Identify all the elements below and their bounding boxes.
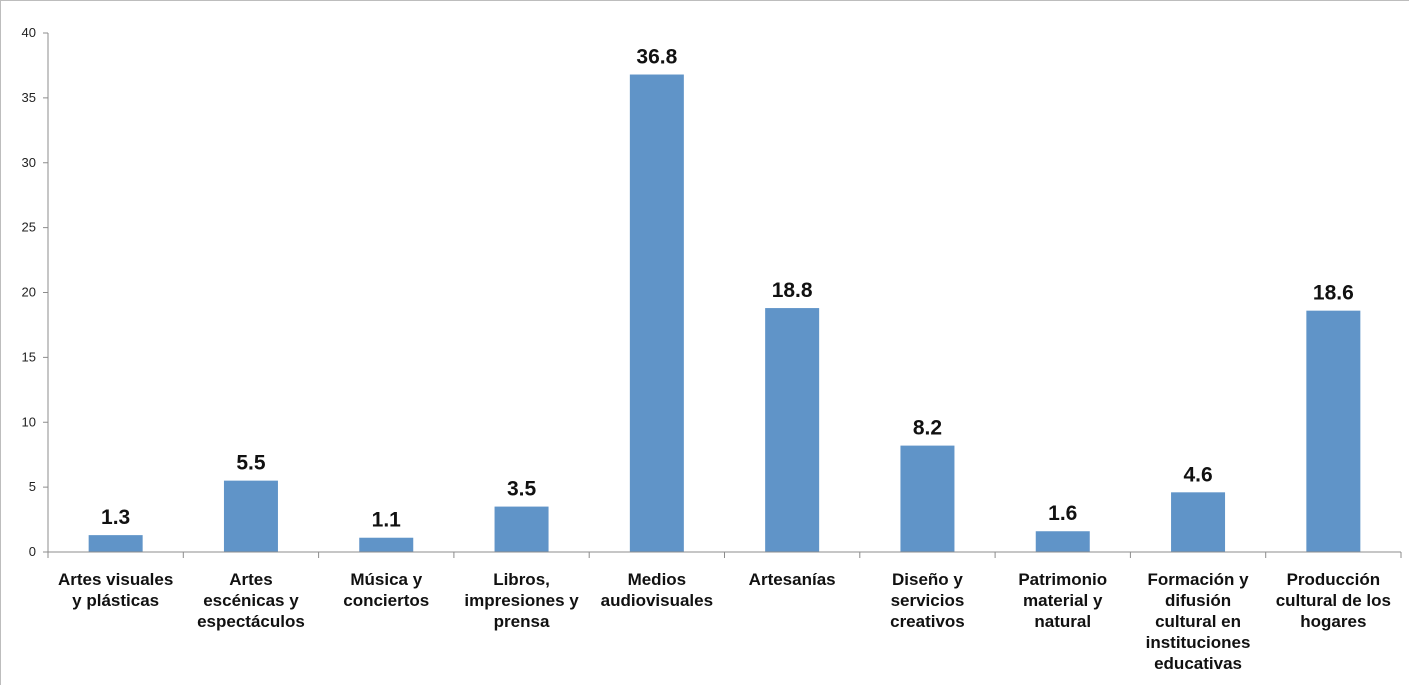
y-tick-label: 40 — [22, 25, 36, 40]
x-tick-label-line: Artes visuales — [58, 570, 173, 589]
x-tick-label-line: instituciones — [1146, 633, 1251, 652]
y-tick-label: 35 — [22, 90, 36, 105]
data-label: 1.3 — [101, 506, 130, 529]
bar — [765, 308, 820, 552]
x-tick-label-line: difusión — [1165, 591, 1231, 610]
x-tick-label-line: prensa — [494, 612, 550, 631]
bar — [1171, 492, 1226, 552]
x-tick-label: Artesanías — [749, 570, 836, 589]
y-tick-label: 0 — [29, 544, 36, 559]
y-tick-label: 5 — [29, 479, 36, 494]
x-tick-label-line: conciertos — [343, 591, 429, 610]
x-tick-label-line: educativas — [1154, 654, 1242, 673]
data-label: 3.5 — [507, 478, 537, 501]
x-tick-label: Medios audiovisuales — [601, 570, 713, 610]
bar — [629, 74, 684, 553]
x-tick-label-line: impresiones y — [464, 591, 579, 610]
x-tick-label-line: escénicas y — [203, 591, 299, 610]
bar — [1035, 531, 1090, 552]
x-tick-label-line: Libros, — [493, 570, 550, 589]
x-tick-label-line: Producción — [1287, 570, 1381, 589]
x-tick-label-line: y plásticas — [72, 591, 159, 610]
x-tick-label-line: audiovisuales — [601, 591, 713, 610]
x-tick-label: Artes visuales y plásticas — [58, 570, 173, 610]
x-tick-label-line: Medios — [628, 570, 687, 589]
y-tick-label: 15 — [22, 349, 36, 364]
x-tick-label: Música y conciertos — [343, 570, 429, 610]
x-tick-label: Libros, impresiones y prensa — [464, 570, 579, 631]
x-tick-label: Producción cultural de los hogares — [1276, 570, 1391, 631]
x-tick-label-line: Formación y — [1148, 570, 1250, 589]
x-tick-label-line: Artesanías — [749, 570, 836, 589]
y-tick-label: 30 — [22, 155, 36, 170]
x-tick-label-line: Diseño y — [892, 570, 963, 589]
data-label: 36.8 — [636, 46, 677, 69]
bar — [494, 506, 549, 552]
x-tick-label-line: material y — [1023, 591, 1103, 610]
y-tick-label: 20 — [22, 285, 36, 300]
x-tick-label-line: Patrimonio — [1018, 570, 1107, 589]
x-tick-label-line: espectáculos — [197, 612, 305, 631]
x-tick-label: Formación y difusión cultural en institucio… — [1146, 570, 1251, 673]
x-tick-label-line: Artes — [229, 570, 272, 589]
x-tick-label-line: hogares — [1300, 612, 1366, 631]
y-tick-label: 25 — [22, 220, 36, 235]
x-tick-label: Diseño y servicios creativos — [890, 570, 965, 631]
bar — [223, 480, 278, 552]
x-tick-label-line: cultural de los — [1276, 591, 1391, 610]
x-tick-label: Artes escénicas y espectáculos — [197, 570, 305, 631]
bar — [88, 535, 143, 552]
x-tick-label-line: Música y — [350, 570, 422, 589]
x-tick-label: Patrimonio material y natural — [1018, 570, 1107, 631]
bar — [1306, 310, 1361, 552]
x-tick-label-line: cultural en — [1155, 612, 1241, 631]
y-tick-label: 10 — [22, 414, 36, 429]
x-tick-label-line: natural — [1034, 612, 1091, 631]
x-tick-label-line: servicios — [891, 591, 965, 610]
data-label: 1.6 — [1048, 502, 1077, 525]
bar — [359, 537, 414, 552]
data-label: 1.1 — [372, 509, 402, 532]
data-label: 18.8 — [772, 279, 813, 302]
x-tick-label-line: creativos — [890, 612, 965, 631]
data-label: 18.6 — [1313, 282, 1354, 305]
data-label: 8.2 — [913, 417, 942, 440]
bar — [900, 445, 955, 552]
data-label: 4.6 — [1183, 463, 1212, 486]
data-label: 5.5 — [236, 452, 266, 475]
